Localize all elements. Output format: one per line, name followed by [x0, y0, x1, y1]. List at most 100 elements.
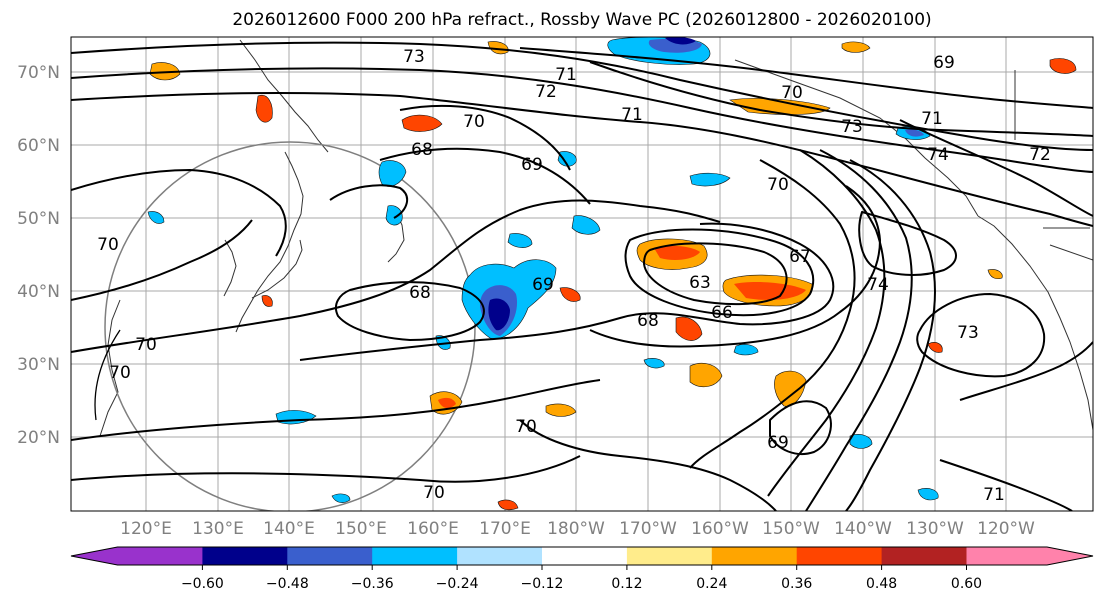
lat-label: 50°N — [17, 209, 60, 229]
colorbar-segment — [881, 547, 967, 565]
anomaly-blob-high — [149, 62, 181, 81]
contour-label: 68 — [637, 311, 659, 331]
lon-label: 130°E — [192, 519, 244, 539]
colorbar-segment — [542, 547, 628, 565]
anomaly-blob-low — [488, 298, 510, 331]
anomaly-blob-low — [147, 211, 165, 224]
colorbar-segment — [71, 547, 118, 565]
anomaly-blob-high — [734, 282, 806, 300]
anomaly-blob-high — [841, 41, 871, 53]
lon-label: 160°E — [407, 519, 459, 539]
anomaly-blob-high — [987, 269, 1003, 280]
coastline-north-america — [977, 215, 1093, 431]
anomaly-blob-low — [643, 358, 665, 369]
anomaly-blob-low — [571, 215, 601, 235]
contour-label: 69 — [532, 275, 554, 295]
colorbar-segment — [626, 547, 713, 565]
figure-title: 2026012600 F000 200 hPa refract., Rossby… — [232, 10, 931, 30]
contour-line — [299, 222, 835, 361]
contour-line — [71, 67, 1093, 173]
contour-label: 71 — [555, 65, 577, 85]
anomaly-blob-low — [849, 434, 873, 449]
anomaly-blob-high — [1049, 58, 1077, 74]
contour-line — [624, 228, 815, 317]
contour-label: 68 — [411, 140, 433, 160]
map-panel: 73 71 72 70 71 70 73 71 69 68 69 70 74 7… — [71, 37, 1093, 511]
anomaly-blob-low — [689, 172, 731, 187]
contour-line — [858, 211, 957, 276]
contour-line — [329, 184, 409, 219]
contour-label: 66 — [711, 303, 733, 323]
colorbar-segment — [457, 547, 543, 565]
contour-label: 73 — [403, 47, 425, 67]
colorbar-tick-label: −0.36 — [351, 576, 394, 592]
lon-label: 150°W — [762, 519, 820, 539]
anomaly-blob-high — [927, 342, 943, 353]
anomaly-blob-low — [665, 37, 696, 45]
lat-label: 30°N — [17, 355, 60, 375]
contour-label: 71 — [983, 485, 1005, 505]
contour-label: 70 — [515, 417, 537, 437]
lat-label: 70°N — [17, 63, 60, 83]
contour-line — [916, 293, 1046, 378]
contour-line — [71, 199, 721, 353]
contour-label: 70 — [423, 483, 445, 503]
lon-label: 120°W — [977, 519, 1035, 539]
contour-label: 74 — [867, 275, 889, 295]
contour-line — [71, 219, 253, 301]
contour-label: 69 — [767, 433, 789, 453]
contour-label: 72 — [535, 82, 557, 102]
contour-label: 73 — [841, 117, 863, 137]
contour-label: 74 — [927, 145, 949, 165]
contour-line — [769, 400, 832, 455]
contour-label: 69 — [521, 155, 543, 175]
anomaly-blob-low — [331, 493, 351, 503]
lon-label: 140°W — [834, 519, 892, 539]
anomaly-blob-high — [438, 397, 456, 409]
lon-label: 130°W — [906, 519, 964, 539]
contour-line — [519, 47, 1093, 109]
contour-line — [643, 242, 788, 306]
colorbar-tick-label: 0.48 — [866, 576, 897, 592]
colorbar-segment — [966, 547, 1047, 565]
colorbar-outline — [70, 546, 1094, 566]
colorbar-tick-label: 0.60 — [951, 576, 982, 592]
contour-label: 70 — [463, 112, 485, 132]
refractive-index-contours — [71, 41, 1093, 511]
lon-label: 170°E — [479, 519, 531, 539]
contour-label: 73 — [957, 323, 979, 343]
anomaly-blob-low — [507, 233, 533, 248]
positive-anomalies — [149, 41, 1077, 511]
map-frame — [70, 36, 1094, 512]
contour-labels: 73 71 72 70 71 70 73 71 69 68 69 70 74 7… — [97, 47, 1051, 505]
lon-label: 160°W — [691, 519, 749, 539]
colorbar-tick-label: −0.48 — [266, 576, 309, 592]
colorbar-segment — [202, 547, 288, 565]
contour-label: 70 — [97, 235, 119, 255]
contour-line — [379, 147, 591, 205]
colorbar-tick-label: −0.12 — [521, 576, 564, 592]
anomaly-blob-high — [774, 370, 807, 407]
contour-label: 69 — [933, 53, 955, 73]
longitude-labels: 120°E 130°E 140°E 150°E 160°E 170°E 180°… — [120, 519, 1035, 539]
contour-line — [71, 41, 1093, 151]
lon-label: 170°W — [619, 519, 677, 539]
colorbar-tick-label: 0.36 — [781, 576, 812, 592]
lon-label: 150°E — [335, 519, 387, 539]
anomaly-blob-high — [689, 363, 723, 388]
colorbar-segment — [1046, 547, 1093, 565]
anomaly-blob-high — [545, 403, 577, 417]
anomaly-blob-high — [401, 114, 443, 132]
coastline-korea — [223, 239, 237, 297]
anomaly-blob-low — [917, 488, 939, 501]
anomaly-blob-low — [905, 129, 924, 137]
contour-label: 71 — [921, 109, 943, 129]
anomaly-blob-low — [733, 344, 759, 356]
contour-label: 70 — [109, 363, 131, 383]
contour-line — [334, 281, 485, 341]
anomaly-blob-high — [497, 499, 519, 511]
lon-label: 120°E — [120, 519, 172, 539]
contour-label: 72 — [1029, 145, 1051, 165]
